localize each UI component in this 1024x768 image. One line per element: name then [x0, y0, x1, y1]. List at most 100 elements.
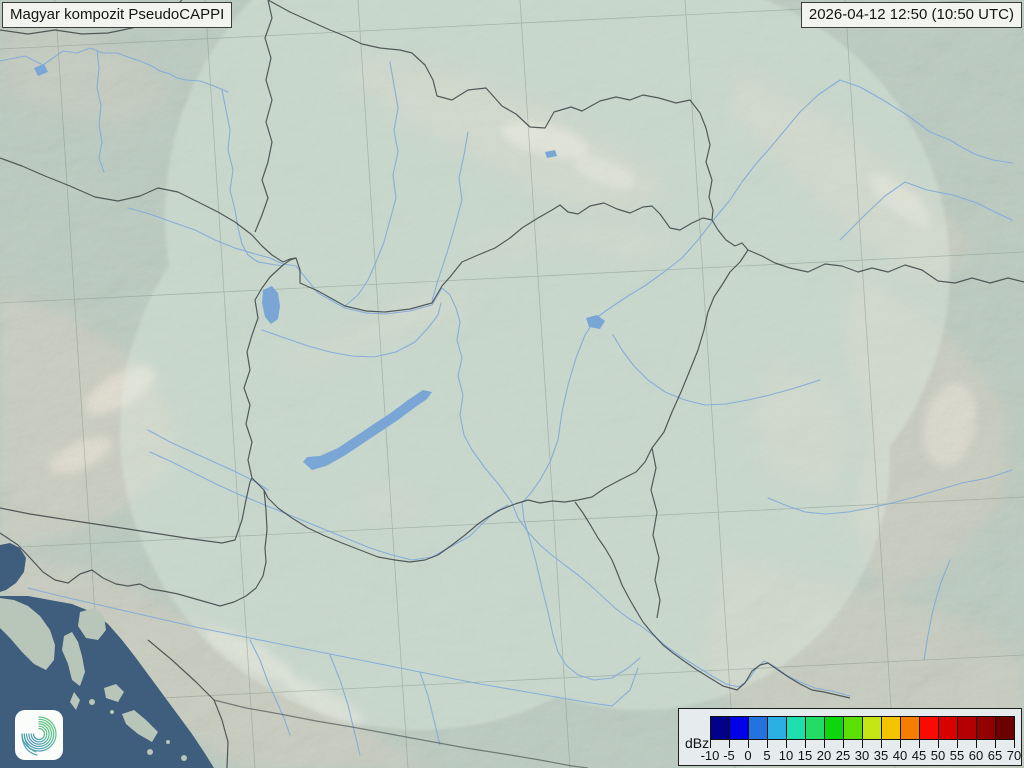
- legend-tick: [976, 740, 977, 748]
- product-title-box: Magyar kompozit PseudoCAPPI: [2, 2, 233, 28]
- island-losinj: [70, 692, 80, 710]
- legend-tick-label: 45: [911, 748, 927, 763]
- lake-tisza: [586, 315, 605, 329]
- radar-coverage-area: [120, 0, 950, 730]
- legend-color-cell: [768, 717, 786, 739]
- sava-river: [27, 587, 639, 707]
- slovenian-croatian-border: [0, 489, 268, 607]
- somes-river: [839, 181, 1013, 241]
- legend-tick: [1014, 740, 1015, 748]
- lake-neusiedl: [262, 286, 280, 324]
- morava-river: [221, 89, 284, 267]
- hungaromet-logo: [15, 710, 63, 760]
- adriatic-islands: [62, 608, 187, 761]
- legend-color-cell: [939, 717, 957, 739]
- istria-peninsula: [0, 598, 55, 670]
- legend-color-cell: [806, 717, 824, 739]
- legend-tick-label: -10: [700, 748, 720, 763]
- vltava-river: [0, 47, 229, 93]
- legend-color-cell: [730, 717, 748, 739]
- czech-austrian-border: [0, 157, 297, 263]
- legend-tick-label: 15: [797, 748, 813, 763]
- legend-color-cell: [882, 717, 900, 739]
- timestamp: 2026-04-12 12:50 (10:50 UTC): [808, 6, 1014, 23]
- vrbas-river: [329, 654, 361, 756]
- czech-polish-border: [267, 0, 346, 37]
- legend-color-cell: [901, 717, 919, 739]
- gulf-of-trieste: [0, 543, 26, 592]
- croatian-serbian-danube-border: [574, 501, 851, 699]
- product-title: Magyar kompozit PseudoCAPPI: [10, 6, 225, 23]
- vah-river: [344, 61, 399, 307]
- legend-tick-label: 35: [873, 748, 889, 763]
- legend-color-cell: [958, 717, 976, 739]
- island-cres: [62, 632, 85, 686]
- spiral-icon: [21, 716, 57, 756]
- legend-color-bar: [710, 716, 1015, 740]
- legend-tick: [805, 740, 806, 748]
- legend-tick: [767, 740, 768, 748]
- legend-tick: [786, 740, 787, 748]
- legend-color-cell: [844, 717, 862, 739]
- legend-tick-label: 30: [854, 748, 870, 763]
- rivers-layer: [0, 47, 1013, 756]
- legend-color-cell: [920, 717, 938, 739]
- legend-color-cell: [977, 717, 995, 739]
- legend-color-cell: [996, 717, 1014, 739]
- legend-tick: [938, 740, 939, 748]
- legend-tick-label: -5: [723, 748, 735, 763]
- hron-river: [431, 131, 469, 302]
- legend-tick: [919, 740, 920, 748]
- olt-river: [923, 559, 951, 661]
- koros-river: [612, 334, 821, 406]
- slovak-polish-border: [344, 35, 701, 129]
- hungary-border: [243, 202, 749, 563]
- drava-river: [149, 451, 509, 561]
- legend-tick-label: 0: [744, 748, 752, 763]
- legend-tick-label: 55: [949, 748, 965, 763]
- czech-slovak-border: [254, 0, 273, 233]
- lake-balaton: [303, 390, 432, 470]
- legend-tick: [881, 740, 882, 748]
- legend-tick: [900, 740, 901, 748]
- mures-river: [767, 469, 1013, 515]
- legend-tick-label: 50: [930, 748, 946, 763]
- legend-tick-label: 65: [987, 748, 1003, 763]
- legend-color-cell: [787, 717, 805, 739]
- danube-river: [127, 207, 851, 697]
- lake-lipno: [34, 64, 48, 76]
- legend-tick-label: 5: [763, 748, 771, 763]
- legend-color-cell: [711, 717, 729, 739]
- island-rab: [104, 684, 124, 702]
- legend-tick-label: 40: [892, 748, 908, 763]
- legend-tick-label: 70: [1006, 748, 1022, 763]
- ukrainian-romanian-border: [747, 249, 1024, 284]
- legend-tick: [710, 740, 711, 748]
- legend-tick-label: 60: [968, 748, 984, 763]
- tisza-river: [521, 79, 841, 681]
- legend-color-cell: [825, 717, 843, 739]
- legend-tick-marks: [710, 740, 1015, 748]
- island-krk: [78, 608, 106, 640]
- bosnian-sava-border: [213, 699, 589, 768]
- legend-color-cell: [863, 717, 881, 739]
- legend-tick-label: 10: [778, 748, 794, 763]
- legend-tick: [957, 740, 958, 748]
- legend-unit-label: dBz: [685, 735, 710, 751]
- slovak-ukrainian-border: [699, 112, 714, 221]
- legend-tick: [824, 740, 825, 748]
- serbian-romanian-border: [650, 447, 661, 619]
- una-river: [249, 639, 291, 736]
- lake-liptovska: [545, 150, 557, 158]
- legend-tick: [843, 740, 844, 748]
- legend-tick: [995, 740, 996, 748]
- reflectivity-legend: dBz -10 -5 0 5 10 15 20 25 30 35 40 45 50 55 60 65 70: [678, 708, 1022, 766]
- legend-tick-label: 20: [816, 748, 832, 763]
- legend-tick-labels: -10 -5 0 5 10 15 20 25 30 35 40 45 50 55 60 65 70: [701, 748, 1022, 764]
- legend-tick: [729, 740, 730, 748]
- legend-tick: [862, 740, 863, 748]
- raba-river: [261, 302, 442, 358]
- legend-tick: [748, 740, 749, 748]
